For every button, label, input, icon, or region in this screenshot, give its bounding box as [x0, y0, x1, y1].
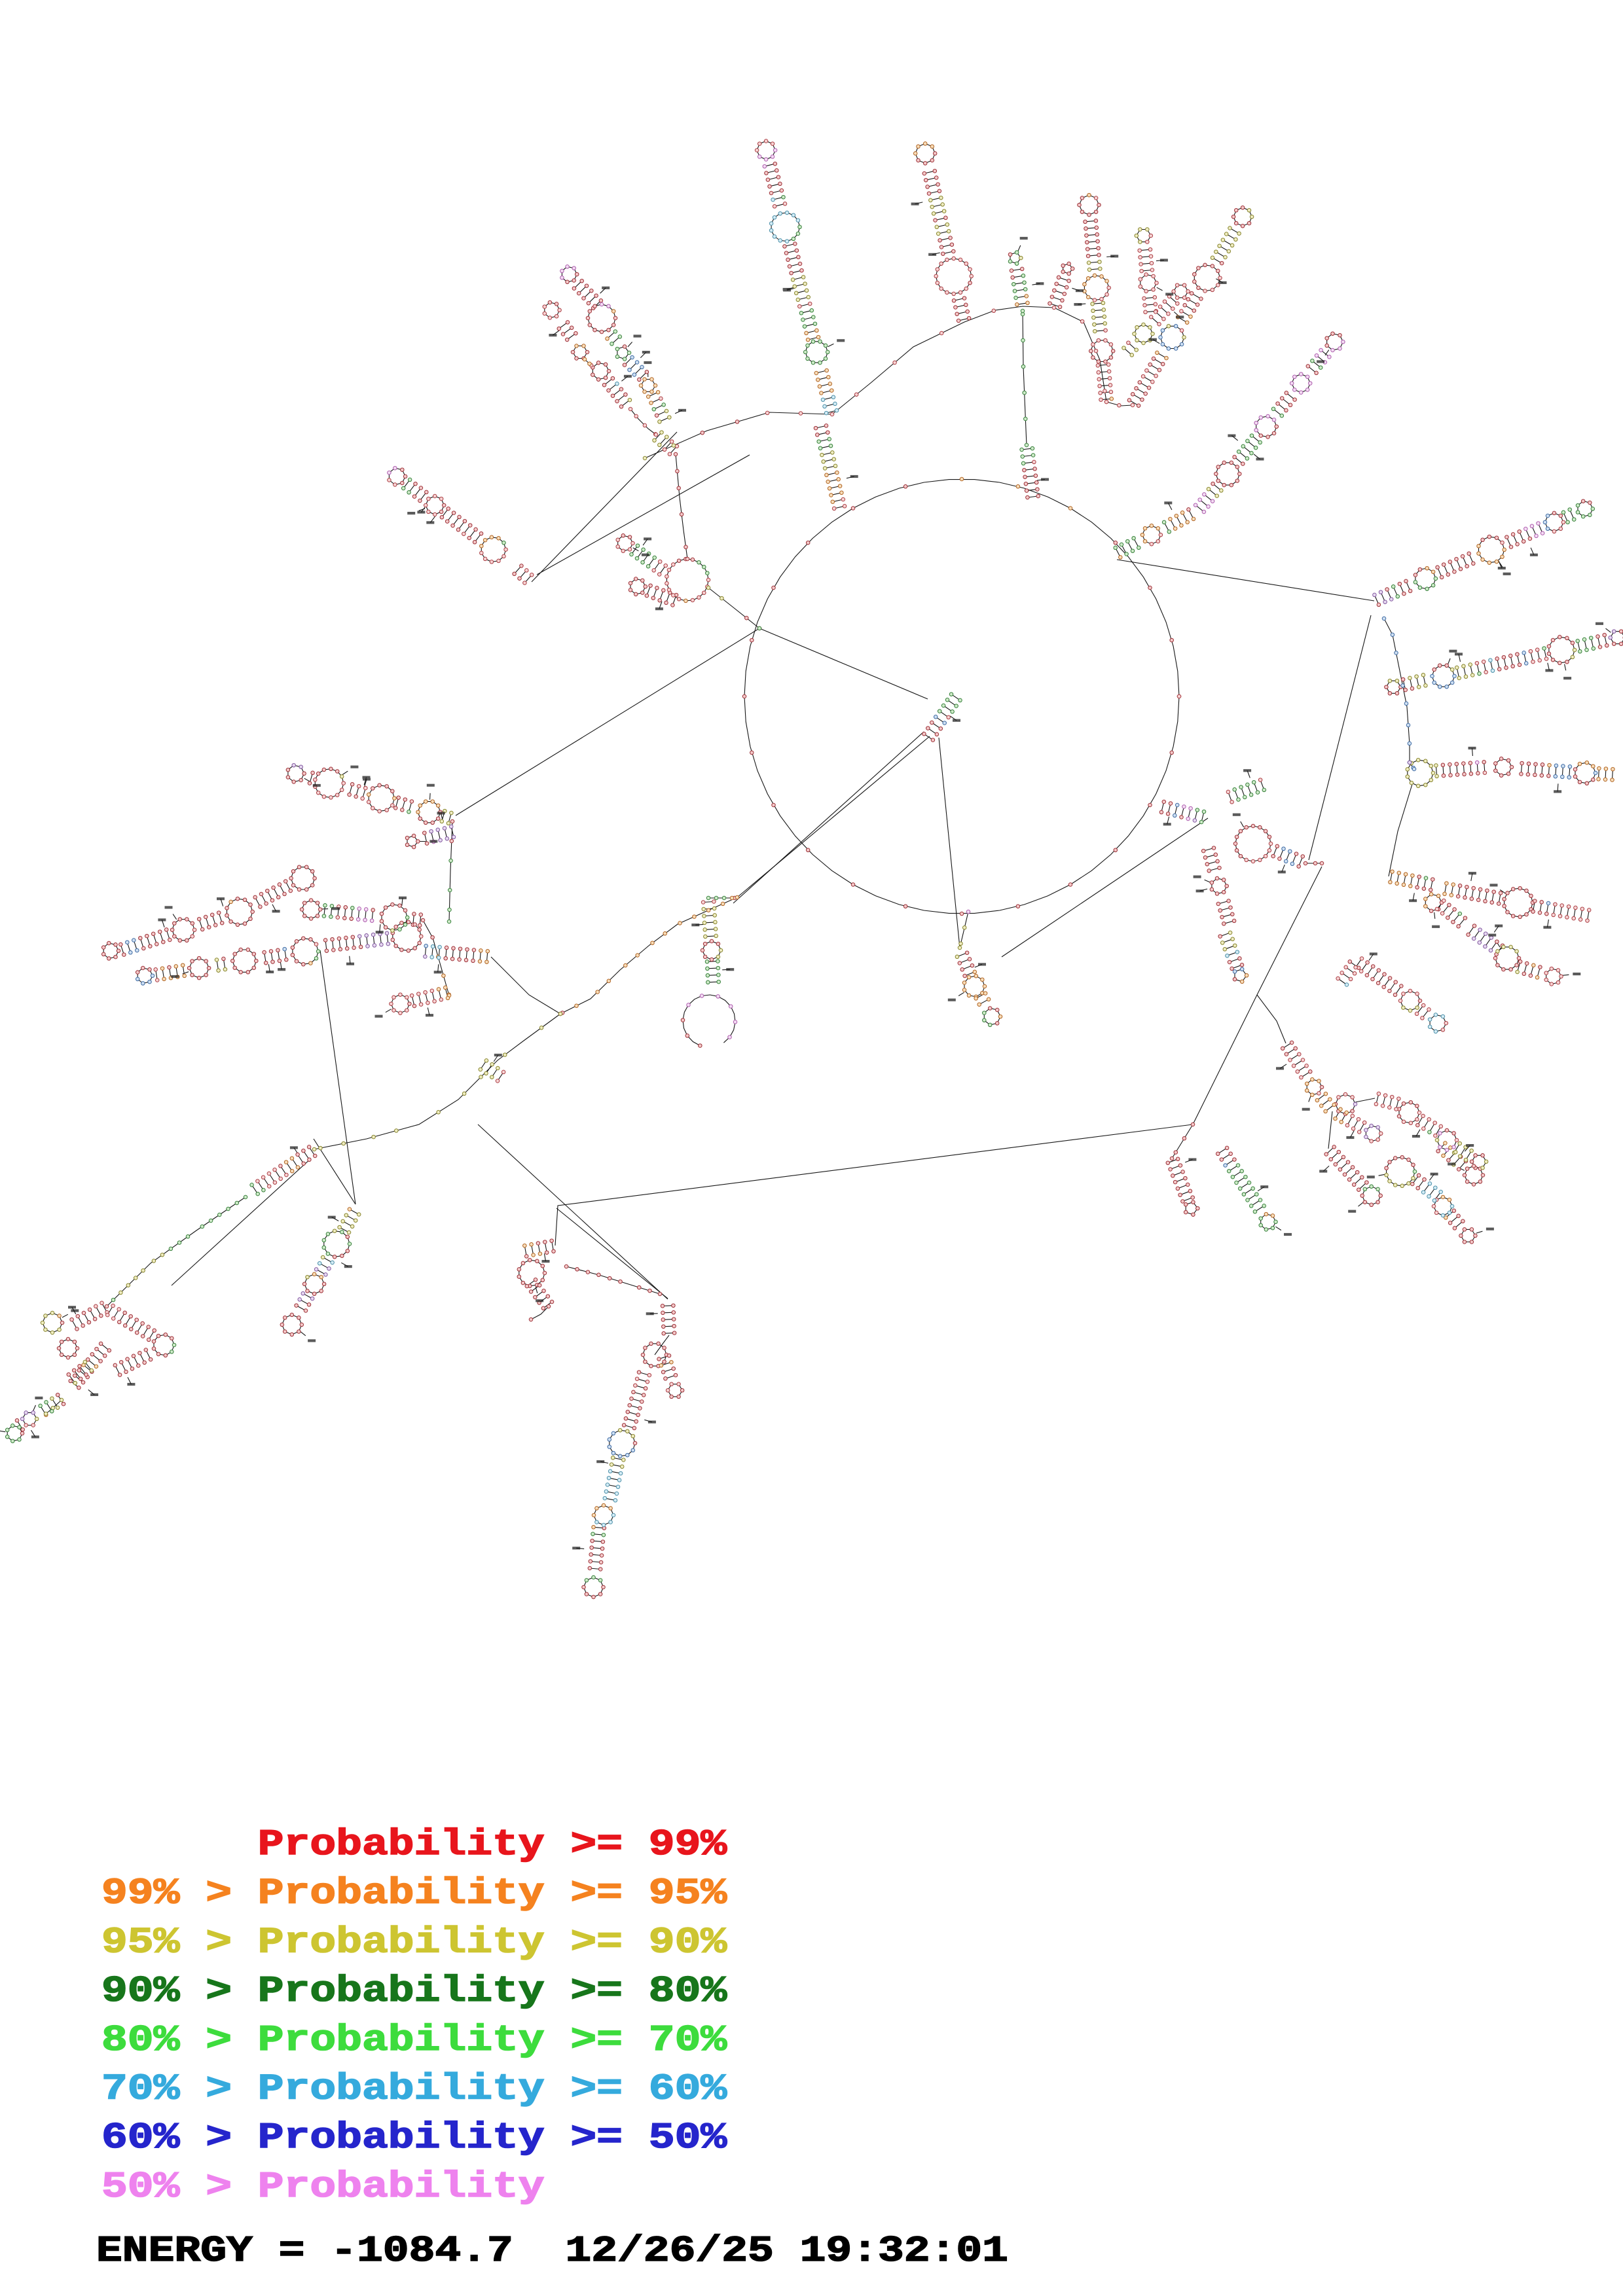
svg-text:60% > Probability >= 50%: 60% > Probability >= 50%: [101, 2117, 727, 2159]
svg-text:99% > Probability >= 95%: 99% > Probability >= 95%: [101, 1873, 727, 1914]
svg-text:80% > Probability >= 70%: 80% > Probability >= 70%: [101, 2020, 727, 2061]
svg-text:90% > Probability >= 80%: 90% > Probability >= 80%: [101, 1971, 727, 2012]
svg-text:ENERGY = -1084.7 12/26/25 19:: ENERGY = -1084.7 12/26/25 19:32:01: [96, 2231, 1008, 2272]
svg-text:Probability >= 99%: Probability >= 99%: [258, 1824, 727, 1865]
svg-text:95% > Probability >= 90%: 95% > Probability >= 90%: [101, 1922, 727, 1963]
svg-text:50% > Probability: 50% > Probability: [101, 2166, 545, 2208]
svg-text:70% > Probability >= 60%: 70% > Probability >= 60%: [101, 2069, 727, 2110]
